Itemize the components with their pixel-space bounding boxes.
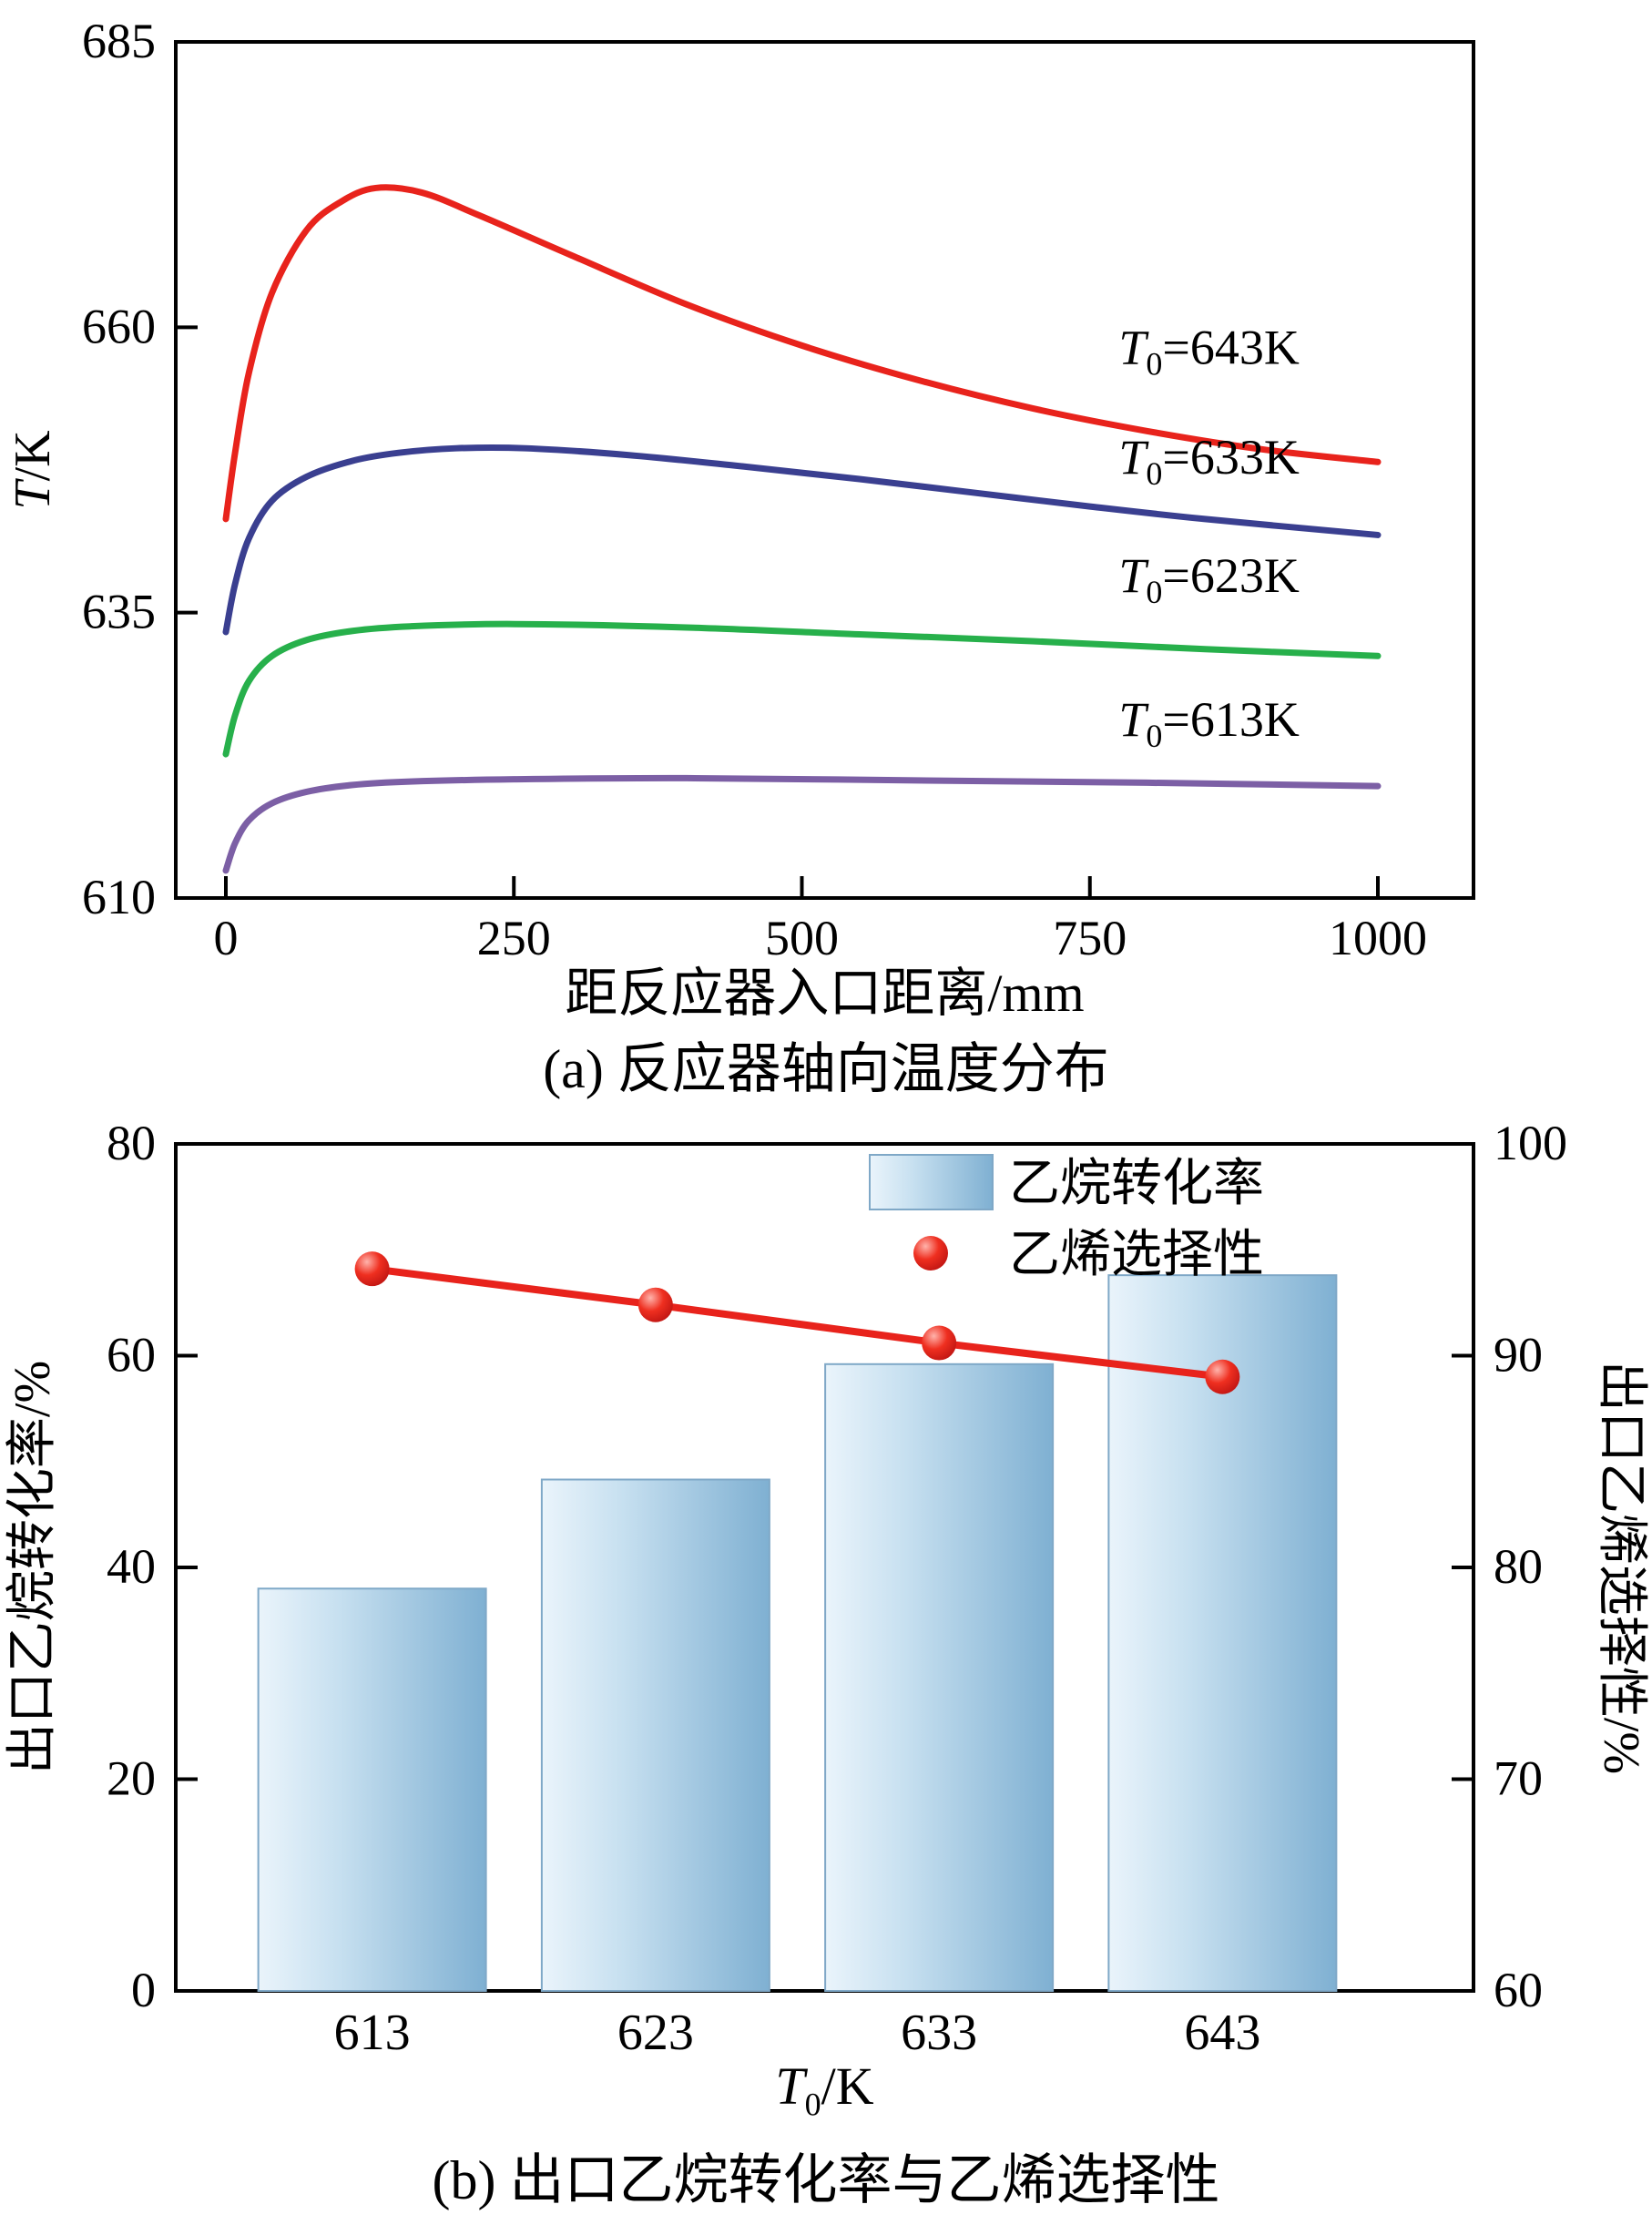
legend-dot-label: 乙烯选择性 <box>1009 1227 1264 1283</box>
left-tick-label: 20 <box>107 1751 156 1806</box>
selectivity-line <box>372 1265 1223 1381</box>
series-curve-0 <box>222 184 1382 523</box>
selectivity-dot-613 <box>354 1251 390 1287</box>
legend-bar-label: 乙烷转化率 <box>1009 1156 1264 1212</box>
legend-bar-swatch <box>869 1154 994 1210</box>
panel-a-line-chart: 610 635 660 685 0 250 500 750 1000 T/K T0=643K T0=6… <box>5 14 1475 962</box>
series-curve-1 <box>222 444 1382 636</box>
panel-a-ylabel: T/K <box>5 430 61 509</box>
right-tick-label: 70 <box>1494 1751 1543 1806</box>
panel-b-caption: (b) 出口乙烷转化率与乙烯选择性 <box>432 2149 1220 2210</box>
category-label: 623 <box>617 2005 694 2055</box>
x-tick-label: 250 <box>477 911 551 962</box>
x-tick-label: 750 <box>1053 911 1127 962</box>
left-tick-label: 80 <box>107 1116 156 1170</box>
panel-b-xlabel-unit: /K <box>821 2056 874 2116</box>
panel-b-left-ylabel: 出口乙烷转化率/% <box>5 1361 61 1774</box>
selectivity-dot-623 <box>637 1287 673 1322</box>
bar-633 <box>824 1362 1055 1992</box>
x-tick-label: 500 <box>765 911 839 962</box>
right-tick-label: 60 <box>1494 1963 1543 2017</box>
panel-b: 0 20 40 60 80 60 70 80 90 100 613 623 633 643 乙烷转化率乙烯选… <box>0 1107 1652 2219</box>
panel-b-xlabel-subscript: 0 <box>804 2086 821 2123</box>
panel-a: 610 635 660 685 0 250 500 750 1000 T/K T0=643K T0=6… <box>0 5 1652 1107</box>
x-tick-label: 1000 <box>1329 911 1427 962</box>
left-tick-label: 60 <box>107 1328 156 1383</box>
panel-a-xlabel: 距反应器入口距离/mm <box>565 964 1085 1023</box>
series-label-1: T0=633K <box>1118 430 1300 492</box>
series-label-0: T0=643K <box>1118 320 1300 382</box>
bar-613 <box>257 1587 487 1992</box>
right-tick-label: 90 <box>1494 1328 1543 1383</box>
y-tick-label: 635 <box>82 585 156 639</box>
panel-a-caption: (a) 反应器轴向温度分布 <box>543 1039 1109 1099</box>
panel-b-right-ylabel: 出口乙烯选择性/% <box>1593 1361 1649 1774</box>
series-label-2: T0=623K <box>1118 548 1300 610</box>
right-tick-label: 80 <box>1494 1539 1543 1594</box>
series-curve-3 <box>222 774 1382 874</box>
panel-b-bar-chart: 0 20 40 60 80 60 70 80 90 100 613 623 633 643 乙烷转化率乙烯选… <box>5 1116 1649 2055</box>
right-tick-label: 100 <box>1494 1116 1567 1170</box>
series-curve-2 <box>222 620 1382 758</box>
y-tick-label: 660 <box>82 299 156 353</box>
selectivity-dot-643 <box>1205 1359 1240 1394</box>
category-label: 613 <box>334 2005 411 2055</box>
bar-643 <box>1107 1274 1338 1992</box>
panel-b-xlabel: T0/K <box>176 2055 1474 2137</box>
category-label: 633 <box>901 2005 977 2055</box>
bar-623 <box>540 1478 770 1992</box>
panel-b-xlabel-symbol: T <box>775 2056 805 2116</box>
selectivity-dot-633 <box>922 1325 957 1361</box>
y-tick-label: 610 <box>82 870 156 924</box>
category-label: 643 <box>1184 2005 1260 2055</box>
x-tick-label: 0 <box>214 911 239 962</box>
left-tick-label: 40 <box>107 1539 156 1594</box>
left-tick-label: 0 <box>131 1963 156 2017</box>
panel-a-frame <box>174 40 1475 900</box>
series-label-3: T0=613K <box>1118 692 1300 754</box>
legend-dot-swatch <box>913 1236 948 1271</box>
y-tick-label: 685 <box>82 14 156 68</box>
